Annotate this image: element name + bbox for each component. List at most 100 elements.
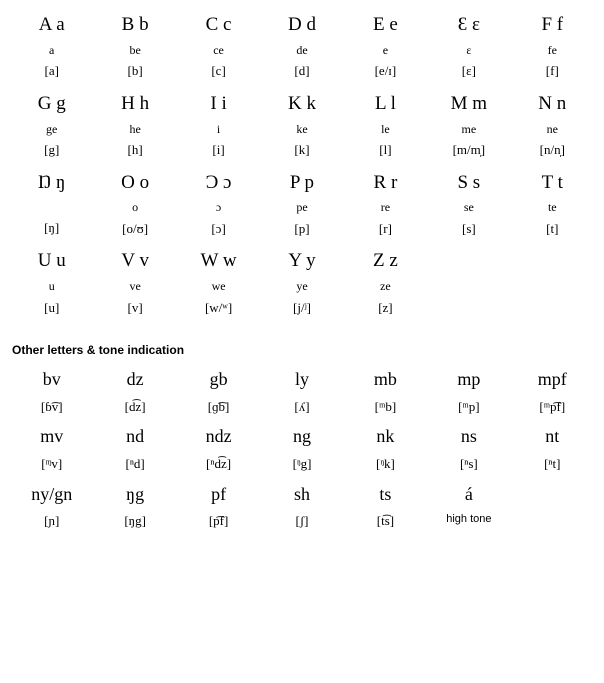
letter-pair: Z z (346, 250, 425, 273)
letter-name: ɛ (429, 43, 508, 57)
letter-name: le (346, 122, 425, 136)
digraph: mv (12, 426, 91, 448)
digraph-ipa: [ŋg] (95, 513, 174, 529)
digraph: dz (95, 369, 174, 391)
letter-ipa: [c] (179, 63, 258, 79)
letter-ipa: [w/ʷ] (179, 300, 258, 316)
alphabet-cell: D dde[d] (260, 10, 343, 89)
letter-name: ve (95, 279, 174, 293)
alphabet-cell: U uu[u] (10, 246, 93, 325)
alphabet-cell: T tte[t] (511, 168, 594, 247)
digraph-ipa: [ᵑk] (346, 456, 425, 472)
letter-pair: Ɔ ɔ (179, 172, 258, 195)
digraph-ipa: [ɓ͡v] (12, 399, 91, 415)
digraph: ns (429, 426, 508, 448)
digraph-ipa: [ʎ] (262, 399, 341, 415)
digraph: ny/gn (12, 484, 91, 506)
digraph: mb (346, 369, 425, 391)
letter-name: pe (262, 200, 341, 214)
other-cell: ny/gn[ɲ] (10, 480, 93, 537)
letter-name: ce (179, 43, 258, 57)
alphabet-cell: H hhe[h] (93, 89, 176, 168)
letter-name: u (12, 279, 91, 293)
digraph: á (429, 484, 508, 506)
alphabet-cell: O oo[o/ʊ] (93, 168, 176, 247)
alphabet-cell: I ii[i] (177, 89, 260, 168)
letter-ipa: [ŋ] (12, 220, 91, 236)
other-cell: mpf[ᵐp͡f] (511, 365, 594, 422)
digraph: ng (262, 426, 341, 448)
letter-pair: H h (95, 93, 174, 116)
other-cell: nd[ⁿd] (93, 422, 176, 479)
letter-ipa: [f] (513, 63, 592, 79)
digraph: mp (429, 369, 508, 391)
letter-pair: U u (12, 250, 91, 273)
other-cell: sh[ʃ] (260, 480, 343, 537)
letter-name: ze (346, 279, 425, 293)
other-cell: pf [p͡f] (177, 480, 260, 537)
alphabet-cell: Z z ze [z] (344, 246, 427, 325)
letter-pair: Y y (262, 250, 341, 273)
letter-name: me (429, 122, 508, 136)
letter-ipa: [z] (346, 300, 425, 316)
other-cell: ŋg[ŋg] (93, 480, 176, 537)
letter-name: o (95, 200, 174, 214)
other-cell: gb [ɡ͡b] (177, 365, 260, 422)
other-cell: ns[ⁿs] (427, 422, 510, 479)
letter-pair: B b (95, 14, 174, 37)
other-cell: bv[ɓ͡v] (10, 365, 93, 422)
letter-name: re (346, 200, 425, 214)
alphabet-cell: Ɔ ɔɔ[ɔ] (177, 168, 260, 247)
letter-ipa: [h] (95, 142, 174, 158)
digraph: nt (513, 426, 592, 448)
alphabet-cell: Y yye[j/ʲ] (260, 246, 343, 325)
letter-pair: C c (179, 14, 258, 37)
digraph-ipa: [ɡ͡b] (179, 399, 258, 415)
letter-pair: G g (12, 93, 91, 116)
digraph-ipa: [p͡f] (179, 513, 258, 529)
letter-ipa: [n/n̩] (513, 142, 592, 158)
digraph: ly (262, 369, 341, 391)
digraph: gb (179, 369, 258, 391)
letter-name: te (513, 200, 592, 214)
other-cell: ts[t͡s] (344, 480, 427, 537)
alphabet-cell: M mme[m/m̩] (427, 89, 510, 168)
other-cell: mp[ᵐp] (427, 365, 510, 422)
letter-name: ye (262, 279, 341, 293)
other-cell: ng [ᵑg] (260, 422, 343, 479)
letter-name: we (179, 279, 258, 293)
alphabet-cell: L lle[l] (344, 89, 427, 168)
alphabet-cell: F ffe[f] (511, 10, 594, 89)
letter-pair: V v (95, 250, 174, 273)
letter-pair: W w (179, 250, 258, 273)
letter-ipa: [i] (179, 142, 258, 158)
other-cell: mb[ᵐb] (344, 365, 427, 422)
alphabet-cell: A aa[a] (10, 10, 93, 89)
digraph-ipa: [ⁿd] (95, 456, 174, 472)
digraph: ts (346, 484, 425, 506)
letter-name: ge (12, 122, 91, 136)
letter-ipa: [d] (262, 63, 341, 79)
other-cell: mv[ᶬv] (10, 422, 93, 479)
digraph-ipa: [ᵑg] (262, 456, 341, 472)
other-cell: nk[ᵑk] (344, 422, 427, 479)
digraph: ndz (179, 426, 258, 448)
letter-pair: I i (179, 93, 258, 116)
letter-name: se (429, 200, 508, 214)
other-cell: dz[d͡z] (93, 365, 176, 422)
letter-name: e (346, 43, 425, 57)
section-title: Other letters & tone indication (12, 343, 594, 357)
alphabet-cell: C c ce [c] (177, 10, 260, 89)
alphabet-cell: Ɛ ɛɛ[ɛ] (427, 10, 510, 89)
digraph: sh (262, 484, 341, 506)
letter-ipa: [o/ʊ] (95, 221, 174, 237)
alphabet-cell: E ee[e/ɪ] (344, 10, 427, 89)
digraph: pf (179, 484, 258, 506)
letter-name: de (262, 43, 341, 57)
letter-pair: L l (346, 93, 425, 116)
letter-ipa: [e/ɪ] (346, 63, 425, 79)
letter-pair: N n (513, 93, 592, 116)
alphabet-cell: V vve[v] (93, 246, 176, 325)
alphabet-cell: S sse[s] (427, 168, 510, 247)
digraph-ipa: [ⁿd͡z] (179, 456, 258, 472)
